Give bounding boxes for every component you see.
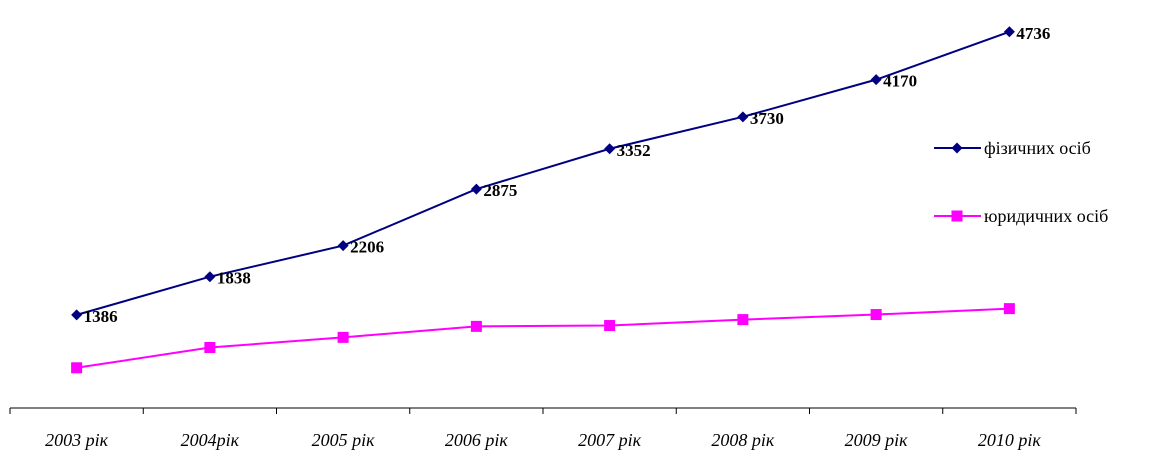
diamond-marker	[870, 74, 882, 86]
legend-label: фізичних осіб	[984, 138, 1091, 158]
series-layer	[71, 26, 1015, 374]
series-1	[71, 26, 1015, 321]
legend: фізичних осіб юридичних осіб	[934, 138, 1108, 226]
data-label: 2206	[350, 238, 384, 257]
legend-label: юридичних осіб	[984, 206, 1108, 226]
square-marker	[737, 314, 749, 326]
data-labels: 1386 1838 2206 2875 3352 3730 4170 4736	[84, 24, 1051, 326]
data-label: 2875	[483, 181, 517, 200]
series-line	[76, 30, 1010, 316]
data-label: 4736	[1016, 24, 1050, 43]
x-tick-label: 2005 рік	[312, 430, 376, 450]
data-label: 3352	[617, 141, 651, 160]
x-tick-label: 2008 рік	[711, 430, 775, 450]
square-marker	[604, 320, 616, 332]
square-marker	[870, 309, 882, 321]
x-tick-label: 2010 рік	[978, 430, 1042, 450]
diamond-marker	[71, 309, 83, 321]
diamond-marker	[470, 183, 482, 195]
diamond-marker	[337, 240, 349, 252]
x-axis: 2003 рік 2004рік 2005 рік 2006 рік 2007 рік 2…	[9, 407, 1077, 450]
square-marker	[1003, 303, 1015, 315]
square-marker	[951, 210, 963, 222]
square-marker	[204, 342, 216, 353]
diamond-marker	[204, 271, 216, 283]
data-label: 1838	[217, 269, 251, 288]
legend-item-1: фізичних осіб	[934, 138, 1091, 158]
series-2	[71, 303, 1015, 374]
diamond-marker	[951, 142, 963, 154]
data-label: 1386	[84, 307, 118, 326]
x-tick-label: 2007 рік	[578, 430, 642, 450]
x-tick-label: 2006 рік	[445, 430, 509, 450]
square-marker	[470, 320, 482, 332]
x-tick-label: 2004рік	[181, 430, 240, 450]
legend-item-2: юридичних осіб	[934, 206, 1108, 226]
data-label: 3730	[750, 109, 784, 128]
square-marker	[337, 331, 349, 343]
square-marker	[71, 362, 83, 374]
diamond-marker	[1003, 26, 1015, 38]
x-tick-label: 2009 рік	[845, 430, 909, 450]
x-tick-label: 2003 рік	[45, 430, 109, 450]
series-line	[76, 307, 1010, 369]
diamond-marker	[604, 143, 616, 155]
data-label: 4170	[883, 72, 917, 91]
diamond-marker	[737, 111, 749, 123]
